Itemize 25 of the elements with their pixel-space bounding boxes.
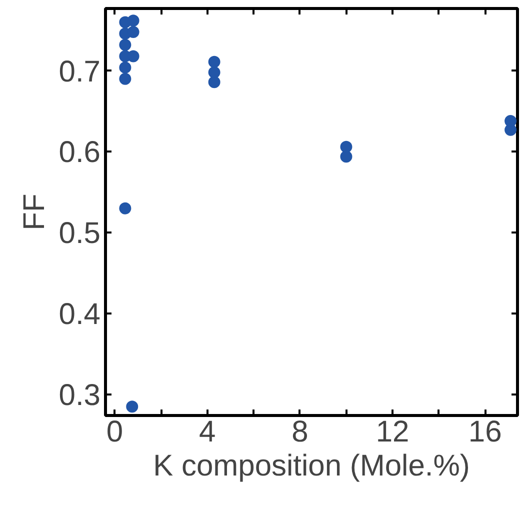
- point: [119, 72, 132, 85]
- y-tick-label: 0.6: [58, 136, 101, 170]
- point: [208, 66, 220, 78]
- point: [504, 114, 517, 127]
- point: [127, 14, 140, 27]
- point: [208, 56, 220, 68]
- y-axis-title: FF: [18, 194, 51, 230]
- point: [119, 38, 132, 51]
- point: [126, 400, 138, 413]
- point: [119, 202, 132, 214]
- point: [127, 26, 140, 38]
- point: [208, 76, 220, 88]
- x-tick-label: 4: [199, 416, 216, 448]
- x-tick-label: 16: [468, 416, 502, 448]
- x-tick-label: 8: [292, 416, 308, 448]
- y-tick-label: 0.4: [58, 298, 101, 332]
- point: [340, 150, 352, 163]
- x-axis-title: K composition (Mole.%): [153, 450, 470, 482]
- y-tick-label: 0.5: [58, 217, 101, 250]
- x-tick-label: 12: [376, 416, 410, 448]
- y-tick-label: 0.7: [58, 55, 101, 88]
- point: [119, 62, 132, 74]
- y-tick-label: 0.3: [58, 378, 101, 412]
- x-tick-label: 0: [106, 416, 124, 448]
- point: [340, 140, 352, 153]
